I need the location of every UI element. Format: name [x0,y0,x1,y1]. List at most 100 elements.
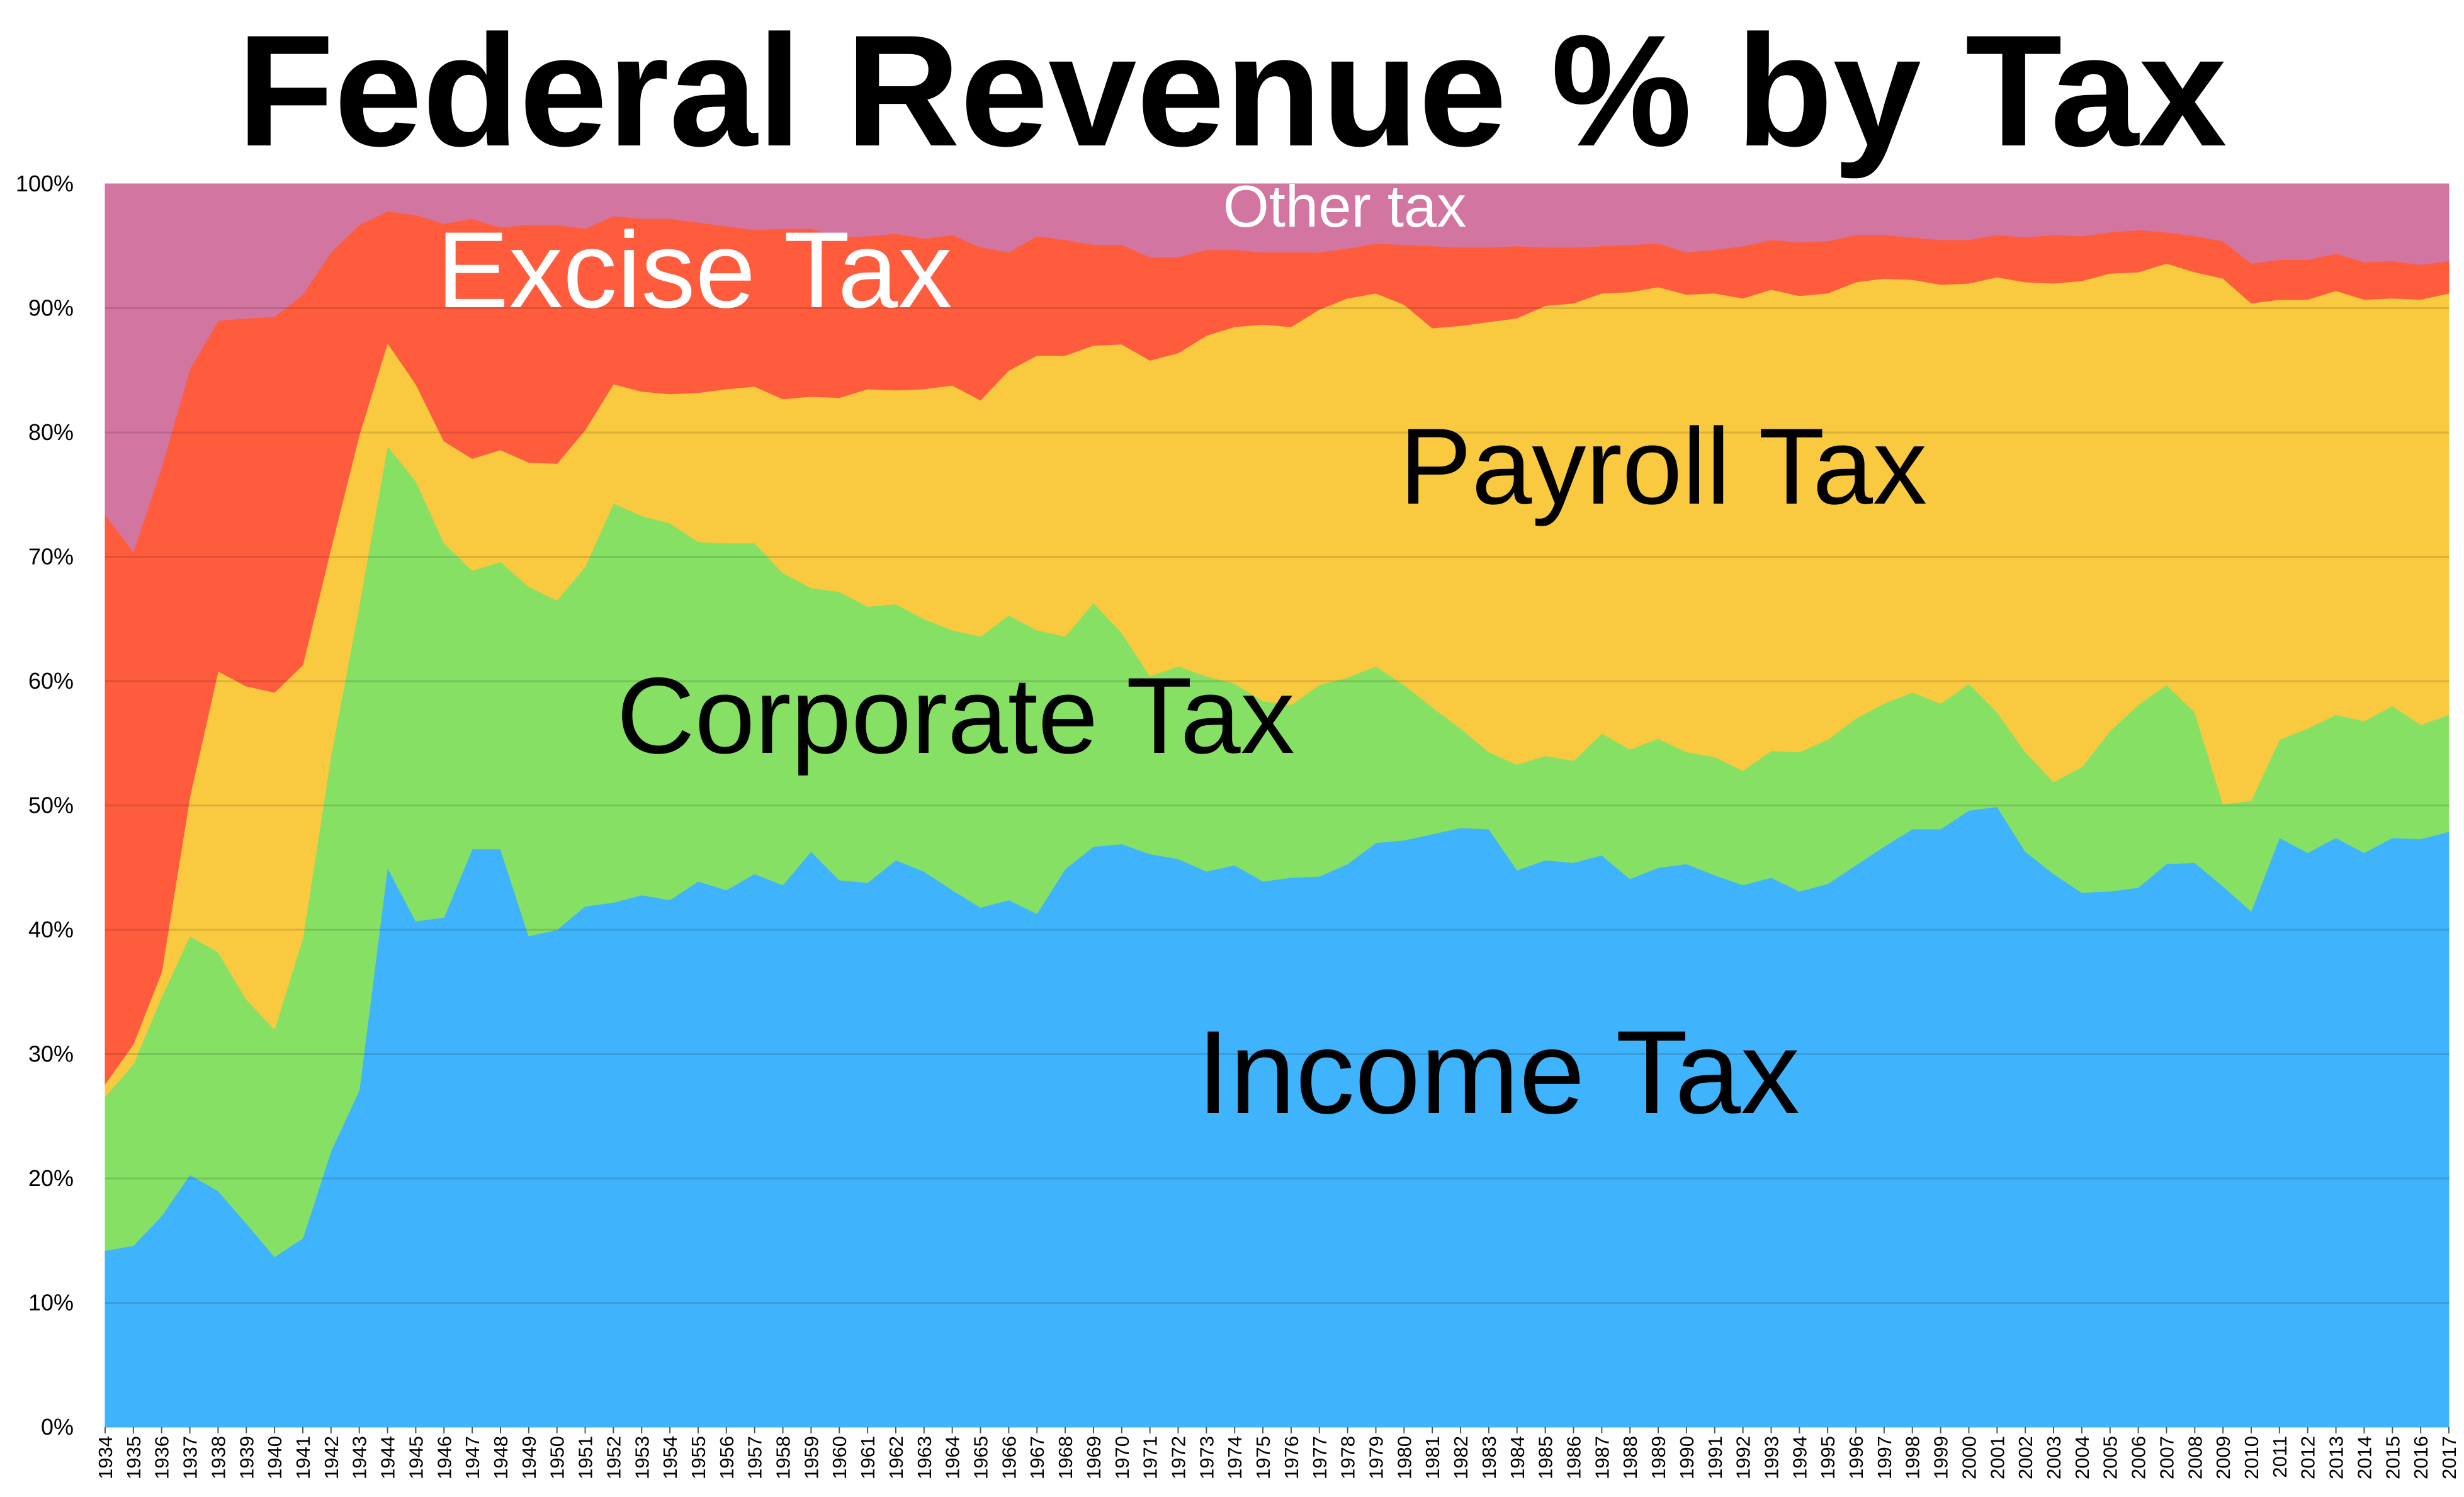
x-tick-label: 1967 [1026,1436,1048,1479]
x-tick-label: 1939 [235,1436,257,1479]
x-tick-label: 1951 [575,1436,597,1479]
x-tick-label: 2009 [2212,1436,2234,1479]
x-tick-label: 2016 [2410,1436,2432,1479]
x-tick-label: 1996 [1845,1436,1867,1479]
label-excise-tax: Excise Tax [437,210,952,330]
x-tick-label: 1992 [1732,1436,1755,1479]
x-tick-label: 1984 [1506,1436,1529,1479]
x-tick-label: 1985 [1535,1436,1557,1479]
x-tick-label: 2005 [2099,1436,2122,1479]
x-tick-label: 2015 [2382,1436,2404,1479]
area-other-tax [105,183,2450,553]
x-tick-label: 1961 [857,1436,879,1479]
x-tick-label: 1974 [1224,1436,1246,1479]
x-tick-label: 1975 [1252,1436,1274,1479]
x-tick-label: 2013 [2326,1436,2348,1479]
x-tick-label: 1969 [1083,1436,1105,1479]
x-tick-label: 1960 [828,1436,851,1479]
x-tick-label: 1993 [1761,1436,1783,1479]
x-tick-label: 2017 [2438,1436,2460,1479]
x-tick-label: 1977 [1309,1436,1331,1479]
label-payroll-tax: Payroll Tax [1399,406,1927,527]
x-tick-label: 1987 [1591,1436,1613,1479]
x-tick-label: 1991 [1704,1436,1726,1479]
x-tick-label: 2004 [2071,1436,2093,1479]
x-tick-label: 1968 [1054,1436,1077,1479]
x-tick-label: 1999 [1930,1436,1952,1479]
x-tick-label: 2007 [2156,1436,2178,1479]
y-axis-ticks: 0% 10% 20% 30% 40% 50% 60% 70% 80% 90% 100% [16,171,74,1440]
x-tick-label: 1997 [1873,1436,1896,1479]
x-tick-label: 1963 [913,1436,935,1479]
x-tick-label: 1958 [772,1436,794,1479]
x-tick-label: 1986 [1563,1436,1585,1479]
x-tick-label: 1965 [970,1436,992,1479]
x-tick-label: 1945 [405,1436,427,1479]
x-tick-label: 1982 [1450,1436,1472,1479]
x-tick-label: 1972 [1168,1436,1190,1479]
x-tick-label: 1956 [716,1436,738,1479]
x-tick-label: 1954 [659,1436,681,1479]
x-tick-label: 1980 [1393,1436,1415,1479]
x-tick-label: 1989 [1647,1436,1670,1479]
x-tick-label: 2012 [2297,1436,2319,1479]
x-tick-label: 1944 [377,1436,399,1479]
x-tick-label: 1943 [349,1436,371,1479]
x-tick-label: 1981 [1421,1436,1444,1479]
x-tick-label: 1934 [94,1436,116,1479]
x-tick-label: 1941 [292,1436,314,1479]
x-tick-label: 1936 [151,1436,173,1479]
x-axis-ticks: 1934 1935 1936 1937 1938 1939 1940 1941 1942 1943… [94,1427,2460,1479]
x-tick-label: 2011 [2269,1436,2291,1478]
x-tick-label: 2008 [2184,1436,2206,1479]
gridlines [105,307,2449,1304]
label-income-tax: Income Tax [1197,1006,1800,1138]
chart-title: Federal Revenue % by Tax [237,3,2227,179]
x-tick-label: 2014 [2353,1436,2375,1479]
x-tick-label: 1978 [1337,1436,1359,1479]
y-tick-label: 60% [28,668,74,694]
x-tick-label: 1937 [179,1436,201,1479]
x-tick-label: 2002 [2015,1436,2037,1479]
x-tick-label: 1938 [207,1436,229,1479]
label-other-tax: Other tax [1223,173,1467,239]
x-tick-label: 1973 [1195,1436,1218,1479]
y-tick-label: 0% [41,1414,74,1440]
x-tick-label: 1983 [1478,1436,1500,1479]
y-tick-label: 50% [28,793,74,818]
x-tick-label: 1957 [744,1436,766,1479]
x-tick-label: 1959 [800,1436,822,1479]
x-tick-label: 1995 [1817,1436,1839,1479]
x-tick-label: 1994 [1789,1436,1811,1479]
x-tick-label: 1970 [1111,1436,1133,1479]
x-tick-label: 1947 [461,1436,483,1479]
x-tick-label: 1946 [433,1436,455,1479]
y-tick-label: 10% [28,1290,74,1316]
x-tick-label: 2006 [2128,1436,2150,1479]
y-tick-label: 90% [28,295,74,321]
y-tick-label: 30% [28,1041,74,1067]
x-tick-label: 1971 [1139,1436,1161,1479]
x-tick-label: 1940 [264,1436,286,1479]
x-tick-label: 1942 [320,1436,342,1479]
x-tick-label: 1935 [123,1436,145,1479]
y-tick-label: 20% [28,1165,74,1191]
x-tick-label: 2010 [2241,1436,2263,1479]
x-tick-label: 1955 [687,1436,709,1479]
x-tick-label: 1950 [546,1436,568,1479]
x-tick-label: 1952 [602,1436,624,1479]
x-tick-label: 1988 [1619,1436,1641,1479]
x-tick-label: 1949 [518,1436,540,1479]
x-tick-label: 1966 [998,1436,1020,1479]
y-tick-label: 100% [16,171,74,196]
x-tick-label: 1964 [942,1436,964,1479]
x-tick-label: 1962 [885,1436,907,1479]
x-tick-label: 1953 [631,1436,653,1479]
x-tick-label: 2000 [1958,1436,1981,1479]
x-tick-label: 2003 [2043,1436,2065,1479]
area-labels: Income Tax Corporate Tax Payroll Tax Excise… [437,173,1928,1138]
x-tick-label: 2001 [1986,1436,2008,1479]
x-tick-label: 1976 [1280,1436,1303,1479]
y-tick-label: 40% [28,917,74,942]
